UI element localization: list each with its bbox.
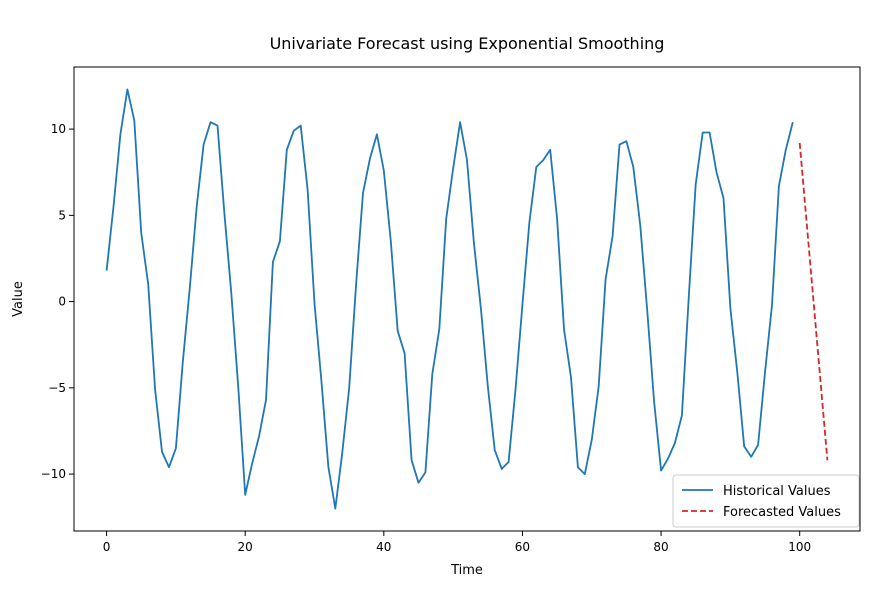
x-axis-label: Time: [450, 563, 483, 578]
forecasted-values-line: [798, 142, 829, 461]
y-tick-label: 5: [58, 208, 66, 222]
x-tick-label: 100: [788, 540, 811, 554]
series-layer: [105, 88, 829, 510]
y-axis: −10 −5 0 5 10: [41, 122, 74, 481]
y-tick-label: −5: [48, 381, 66, 395]
x-tick-label: 40: [376, 540, 391, 554]
x-tick-label: 80: [653, 540, 668, 554]
legend: Historical Values Forecasted Values: [672, 474, 860, 528]
x-tick-label: 20: [238, 540, 253, 554]
x-tick-label: 60: [515, 540, 530, 554]
legend-box: [672, 474, 860, 528]
legend-label-forecast: Forecasted Values: [723, 505, 841, 520]
y-tick-label: −10: [41, 467, 66, 481]
legend-label-historical: Historical Values: [723, 484, 831, 499]
plot-area: [73, 66, 861, 532]
y-axis-label: Value: [11, 281, 26, 317]
chart-title: Univariate Forecast using Exponential Sm…: [270, 34, 665, 53]
x-tick-label: 0: [103, 540, 111, 554]
y-tick-label: 0: [58, 295, 66, 309]
x-axis: 0 20 40 60 80 100: [103, 531, 811, 554]
historical-values-line: [105, 88, 794, 510]
y-tick-label: 10: [51, 122, 66, 136]
